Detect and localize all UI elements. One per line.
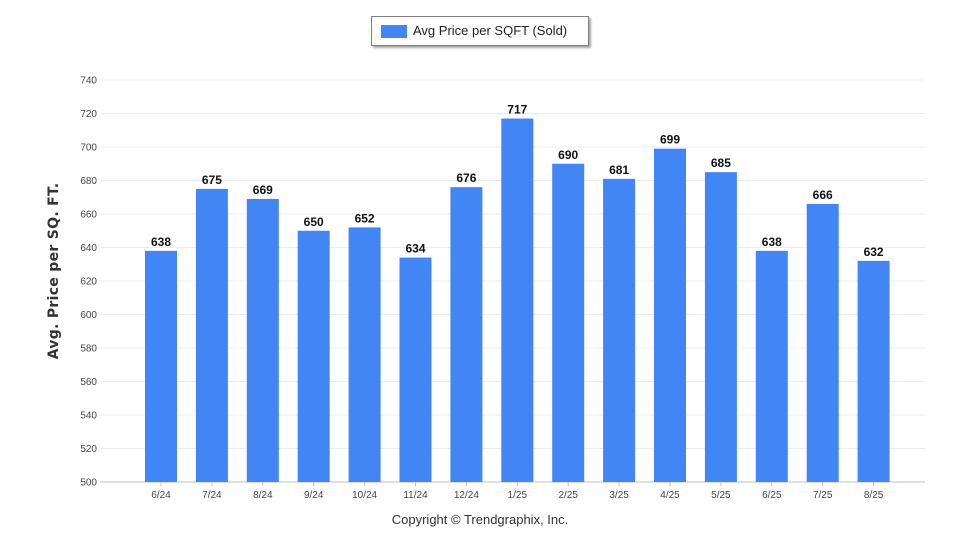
x-tick-label: 3/25 [609, 490, 629, 501]
copyright-footer: Copyright © Trendgraphix, Inc. [391, 512, 569, 527]
legend: Avg Price per SQFT (Sold) [371, 16, 589, 46]
data-label: 675 [202, 173, 222, 187]
y-tick-label: 560 [80, 377, 97, 388]
data-label: 638 [151, 235, 171, 249]
data-label: 638 [762, 235, 782, 249]
data-label: 666 [813, 188, 833, 202]
y-tick-label: 640 [80, 243, 97, 254]
data-label: 634 [405, 242, 425, 256]
bar [450, 187, 483, 482]
bar [755, 250, 788, 482]
y-tick-label: 660 [80, 210, 97, 221]
bar [857, 260, 890, 482]
x-tick-label: 5/25 [711, 490, 731, 501]
bar [399, 257, 432, 482]
bar [603, 178, 636, 482]
x-tick-label: 10/24 [352, 490, 377, 501]
x-tick-label: 9/24 [304, 490, 324, 501]
y-tick-label: 700 [80, 143, 97, 154]
data-label: 681 [609, 163, 629, 177]
data-label: 699 [660, 133, 680, 147]
y-tick-label: 720 [80, 109, 97, 120]
data-label: 690 [558, 148, 578, 162]
bar [348, 227, 381, 482]
data-label: 652 [355, 211, 375, 225]
x-tick-label: 2/25 [558, 490, 578, 501]
data-label: 650 [304, 215, 324, 229]
data-label: 717 [507, 103, 527, 117]
data-label: 669 [253, 183, 273, 197]
data-label: 685 [711, 156, 731, 170]
y-tick-label: 520 [80, 444, 97, 455]
y-tick-label: 740 [80, 76, 97, 87]
y-tick-label: 540 [80, 411, 97, 422]
bar [654, 148, 686, 483]
x-tick-label: 8/24 [253, 490, 273, 501]
y-tick-label: 580 [80, 344, 97, 355]
bar [552, 163, 585, 482]
legend-label: Avg Price per SQFT (Sold) [413, 23, 568, 38]
y-tick-label: 680 [80, 176, 97, 187]
bar [145, 250, 177, 482]
bar [704, 172, 737, 482]
x-tick-label: 12/24 [454, 490, 479, 501]
bar [297, 230, 330, 482]
bar [195, 188, 228, 482]
y-tick-label: 500 [80, 478, 97, 489]
x-tick-label: 11/24 [403, 490, 428, 501]
x-tick-label: 7/24 [202, 490, 222, 501]
legend-swatch [381, 25, 407, 38]
y-tick-label: 620 [80, 277, 97, 288]
data-label: 676 [456, 171, 476, 185]
bar [501, 118, 534, 483]
bar [246, 198, 279, 483]
x-tick-label: 6/24 [151, 490, 171, 501]
bar [806, 203, 839, 482]
x-tick-label: 7/25 [813, 490, 833, 501]
x-tick-label: 1/25 [508, 490, 528, 501]
data-label: 632 [864, 245, 884, 259]
x-tick-label: 8/25 [864, 490, 884, 501]
y-tick-label: 600 [80, 310, 97, 321]
x-tick-label: 4/25 [660, 490, 680, 501]
x-tick-label: 6/25 [762, 490, 782, 501]
